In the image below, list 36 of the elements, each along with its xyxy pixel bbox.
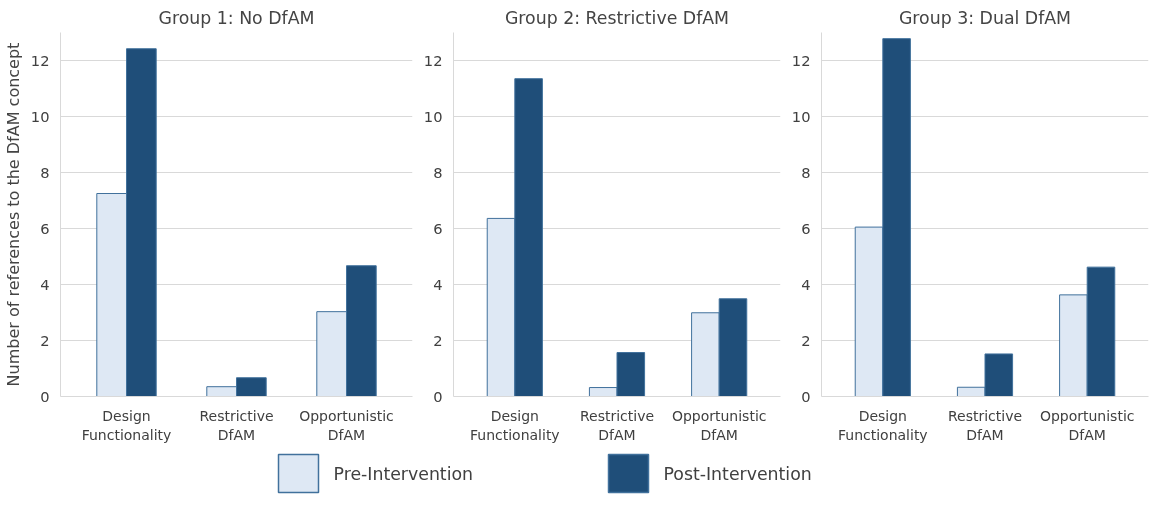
x-tick-label: Restrictive DfAM: [579, 407, 655, 443]
y-tick-label: 8: [40, 163, 50, 181]
x-tick-label: Design Functionality: [837, 407, 928, 443]
y-tick-label: 0: [433, 387, 443, 405]
legend-label: Pre-Intervention: [333, 463, 474, 484]
chart-title: Group 1: No DfAM: [158, 7, 315, 28]
y-tick-label: 10: [30, 107, 50, 125]
y-tick-label: 8: [433, 163, 443, 181]
y-tick-label: 12: [423, 51, 443, 69]
y-tick-label: 10: [791, 107, 811, 125]
y-tick-label: 12: [30, 51, 50, 69]
y-tick-label: 12: [791, 51, 811, 69]
chart-title: Group 2: Restrictive DfAM: [504, 7, 730, 28]
y-tick-label: 2: [40, 331, 50, 349]
y-tick-label: 10: [423, 107, 443, 125]
x-tick-label: Restrictive DfAM: [947, 407, 1023, 443]
y-tick-label: 0: [40, 387, 50, 405]
x-tick-label: Opportunistic DfAM: [299, 407, 394, 443]
y-axis-title: Number of references to the DfAM concept: [3, 42, 23, 387]
y-tick-label: 6: [40, 219, 50, 237]
chart-title: Group 3: Dual DfAM: [898, 7, 1072, 28]
y-tick-label: 4: [40, 275, 50, 293]
x-tick-label: Opportunistic DfAM: [1039, 407, 1135, 443]
y-tick-label: 2: [433, 331, 443, 349]
legend-label: Post-Intervention: [663, 463, 812, 484]
y-tick-label: 0: [801, 387, 811, 405]
x-tick-label: Design Functionality: [81, 407, 172, 443]
y-tick-label: 6: [801, 219, 811, 237]
y-tick-label: 4: [801, 275, 811, 293]
y-tick-label: 8: [801, 163, 811, 181]
y-tick-label: 4: [433, 275, 443, 293]
y-tick-label: 6: [433, 219, 443, 237]
x-tick-label: Design Functionality: [469, 407, 560, 443]
x-tick-label: Opportunistic DfAM: [671, 407, 767, 443]
x-tick-label: Restrictive DfAM: [199, 407, 274, 443]
y-tick-label: 2: [801, 331, 811, 349]
